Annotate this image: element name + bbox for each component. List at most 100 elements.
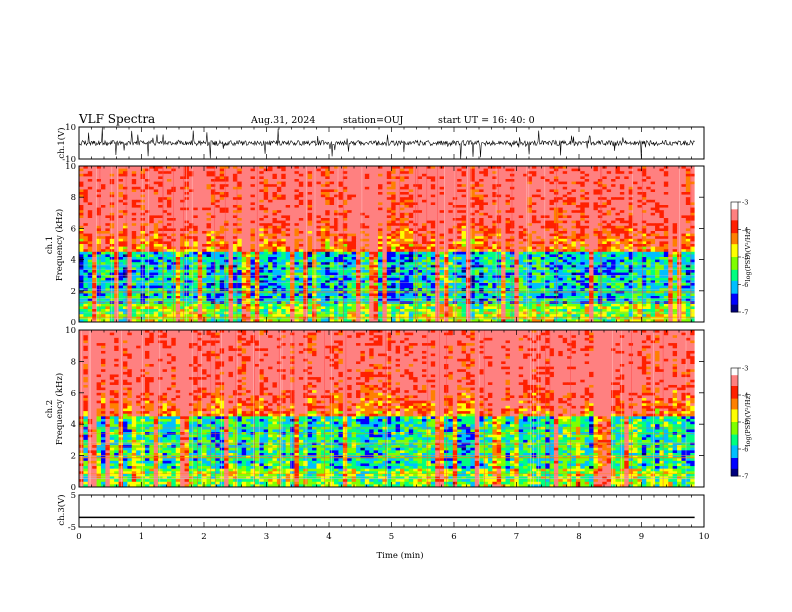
spectrogram-cell [268, 238, 273, 242]
spectrogram-cell [633, 179, 638, 182]
spectrogram-cell [382, 220, 388, 224]
spectrogram-cell [250, 215, 256, 219]
spectrogram-cell [443, 251, 449, 255]
spectrogram-cell [96, 205, 102, 208]
spectrogram-cell [237, 210, 243, 214]
spectrogram-cell [505, 179, 511, 182]
spectrogram-cell [505, 238, 511, 242]
spectrogram-cell [210, 184, 216, 188]
spectrogram-cell [100, 205, 106, 208]
spectrogram-cell [426, 251, 432, 255]
spectrogram-cell [439, 173, 445, 177]
spectrogram-cell [501, 241, 506, 245]
spectrogram-cell [549, 207, 555, 211]
spectrogram-cell [606, 168, 612, 172]
spectrogram-cell [584, 241, 590, 245]
spectrogram-cell [386, 218, 392, 221]
spectrogram-cell [325, 166, 331, 169]
spectrogram-cell [523, 184, 528, 188]
spectrogram-cell [298, 246, 304, 250]
spectrogram-cell [509, 246, 515, 250]
spectrogram-cell [232, 194, 238, 198]
spectrogram-cell [272, 218, 278, 221]
spectrogram-cell [646, 192, 652, 195]
spectrogram-cell [105, 205, 111, 208]
spectrogram-cell [206, 194, 212, 198]
spectrogram-cell [611, 199, 616, 203]
spectrogram-cell [188, 223, 194, 227]
spectrogram-cell [131, 220, 137, 224]
spectrogram-cell [188, 212, 194, 216]
spectrogram-cell [518, 194, 524, 198]
spectrogram-cell [457, 246, 462, 250]
spectrogram-cell [334, 215, 339, 219]
spectrogram-cell [105, 176, 111, 180]
spectrogram-cell [87, 231, 93, 234]
spectrogram-cell [369, 233, 375, 237]
spectrogram-cell [329, 184, 335, 188]
spectrogram-cell [162, 194, 168, 198]
spectrogram-cell [114, 225, 119, 229]
spectrogram-cell [158, 238, 163, 242]
spectrogram-cell [184, 168, 190, 172]
spectrogram-cell [430, 189, 436, 193]
spectrogram-cell [584, 166, 590, 169]
spectrogram-cell [628, 179, 634, 182]
spectrogram-cell [259, 189, 265, 193]
spectrogram-cell [87, 225, 93, 229]
spectrogram-cell [312, 176, 317, 180]
spectrogram-cell [206, 218, 212, 221]
spectrogram-cell [360, 249, 366, 253]
spectrogram-cell [197, 220, 203, 224]
spectrogram-cell [461, 189, 467, 193]
spectrogram-cell [206, 223, 212, 227]
spectrogram-cell [641, 205, 647, 208]
spectrogram-cell [127, 192, 133, 195]
spectrogram-cell [166, 173, 172, 177]
spectrogram-cell [386, 244, 392, 247]
spectrogram-cell [487, 215, 493, 219]
spectrogram-cell [149, 225, 155, 229]
spectrogram-cell [518, 184, 524, 188]
spectrogram-cell [356, 246, 361, 250]
spectrogram-cell [219, 166, 225, 169]
spectrogram-cell [391, 228, 397, 232]
spectrogram-cell [611, 251, 616, 255]
spectrogram-cell [329, 251, 335, 255]
spectrogram-cell [193, 166, 199, 169]
spectrogram-cell [646, 249, 652, 253]
spectrogram-cell [391, 220, 397, 224]
spectrogram-cell [685, 166, 691, 169]
spectrogram-cell [483, 166, 489, 169]
spectrogram-cell [540, 199, 546, 203]
spectrogram-cell [276, 210, 282, 214]
spectrogram-cell [650, 231, 656, 234]
spectrogram-cell [276, 207, 282, 211]
spectrogram-cell [158, 199, 163, 203]
spectrogram-cell [408, 223, 414, 227]
spectrogram-cell [136, 246, 141, 250]
spectrogram-cell [334, 228, 339, 232]
spectrogram-cell [246, 192, 251, 195]
spectrogram-cell [426, 184, 432, 188]
spectrogram-cell [109, 173, 115, 177]
spectrogram-cell [285, 202, 291, 206]
spectrogram-cell [580, 166, 586, 169]
spectrogram-cell [536, 231, 542, 234]
spectrogram-cell [562, 207, 568, 211]
spectrogram-cell [197, 179, 203, 182]
spectrogram-cell [602, 228, 608, 232]
spectrogram-cell [96, 186, 102, 190]
spectrogram-cell [518, 212, 524, 216]
spectrogram-cell [650, 244, 656, 247]
spectrogram-cell [685, 197, 691, 201]
spectrogram-cell [364, 199, 370, 203]
spectrogram-cell [250, 244, 256, 247]
spectrogram-cell [202, 205, 207, 208]
spectrogram-cell [153, 176, 159, 180]
spectrogram-cell [316, 181, 322, 185]
spectrogram-cell [259, 251, 265, 255]
spectrogram-cell [386, 228, 392, 232]
spectrogram-cell [329, 179, 335, 182]
spectrogram-cell [272, 207, 278, 211]
